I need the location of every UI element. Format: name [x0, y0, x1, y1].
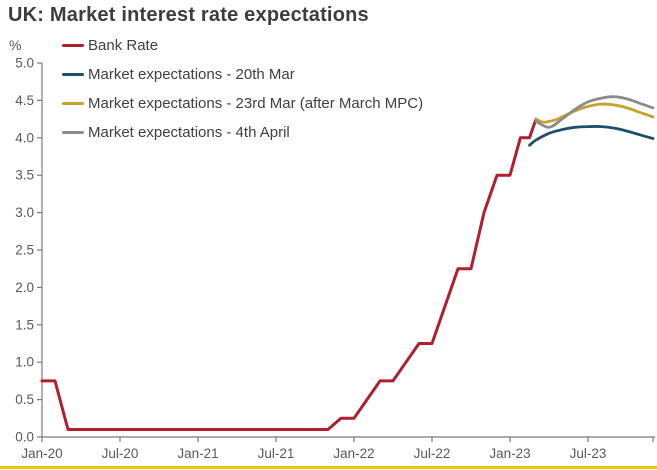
series-market-expectations-20th-mar — [528, 125, 655, 147]
series-bank-rate — [40, 117, 538, 431]
x-tick-label: Jan-20 — [21, 446, 62, 461]
legend-label: Bank Rate — [88, 37, 159, 54]
x-tick-label: Jul-21 — [258, 446, 295, 461]
legend-label: Market expectations - 4th April — [88, 124, 290, 141]
legend-label: Market expectations - 20th Mar — [88, 66, 295, 83]
y-tick-label: 3.0 — [15, 205, 34, 220]
legend-swatch-icon — [62, 131, 84, 134]
legend-item-market-expectations-4th-april: Market expectations - 4th April — [62, 118, 423, 147]
y-tick-label: 1.0 — [15, 355, 34, 370]
x-tick-label: Jan-22 — [333, 446, 374, 461]
y-tick-label: 1.5 — [15, 317, 34, 332]
x-tick-label: Jul-20 — [102, 446, 139, 461]
y-tick-label: 5.0 — [15, 56, 34, 71]
x-tick-label: Jan-21 — [177, 446, 218, 461]
y-tick-label: 0.5 — [15, 392, 34, 407]
bottom-accent-rule — [0, 466, 657, 469]
y-tick-label: 2.5 — [15, 243, 34, 258]
y-tick-label: 0.0 — [15, 430, 34, 445]
y-tick-label: 3.5 — [15, 168, 34, 183]
legend-item-market-expectations-20th-mar: Market expectations - 20th Mar — [62, 60, 423, 89]
y-tick-label: 4.5 — [15, 93, 34, 108]
x-tick-label: Jul-23 — [570, 446, 607, 461]
x-tick-label: Jul-22 — [414, 446, 451, 461]
y-tick-label: 4.0 — [15, 130, 34, 145]
legend-swatch-icon — [62, 102, 84, 105]
legend-swatch-icon — [62, 73, 84, 76]
legend: Bank Rate Market expectations - 20th Mar M… — [62, 31, 423, 147]
x-tick-label: Jan-23 — [489, 446, 530, 461]
series-market-expectations-23rd-mar-after-march-mpc — [534, 102, 655, 124]
y-axis-unit-label: % — [9, 37, 22, 53]
legend-item-market-expectations-23rd-mar-after-march-mpc: Market expectations - 23rd Mar (after Ma… — [62, 89, 423, 118]
legend-item-bank-rate: Bank Rate — [62, 31, 423, 60]
y-tick-label: 2.0 — [15, 280, 34, 295]
series-market-expectations-4th-april — [534, 95, 655, 129]
legend-label: Market expectations - 23rd Mar (after Ma… — [88, 95, 424, 112]
legend-swatch-icon — [62, 44, 84, 47]
chart-title: UK: Market interest rate expectations — [8, 4, 369, 26]
